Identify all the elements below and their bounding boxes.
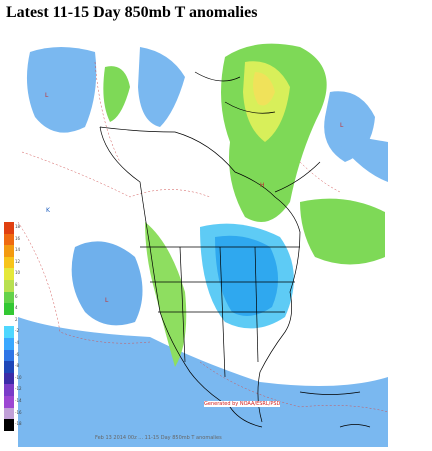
legend-swatch [4,419,14,431]
legend-label: -14 [15,398,22,403]
legend-swatch [4,222,14,234]
credit-label: Generated by NOAA/ESRL/PSD [204,401,281,407]
legend-label: 8 [15,282,18,287]
map-caption: Feb 13 2014 00z ... 11-15 Day 850mb T an… [95,435,222,441]
svg-text:L: L [105,297,109,304]
legend-swatch [4,245,14,257]
legend-label: -18 [15,421,22,427]
svg-text:H: H [260,182,265,189]
legend-label: 14 [15,247,21,253]
legend-swatch [4,268,14,280]
legend-swatch [4,372,14,385]
legend-label: -10 [15,374,22,380]
legend-label: 10 [15,270,21,276]
legend-swatch [4,349,14,362]
svg-text:L: L [45,92,49,99]
svg-text:K: K [46,207,51,214]
color-legend: 18 16 14 12 10 8 6 4 2 -2 -4 -6 -8 -10 -12 -14 -16 -18 [4,222,22,431]
legend-label: -8 [15,363,19,369]
legend-swatch [4,303,14,315]
legend-swatch [4,233,14,246]
legend-label: 4 [15,305,18,311]
svg-text:L: L [340,122,344,129]
legend-swatch [4,256,14,269]
legend-label: -4 [15,340,19,345]
legend-swatch [4,407,14,420]
legend-label: -6 [15,351,19,357]
legend-label: -16 [15,409,22,415]
legend-swatch [4,384,14,396]
anomaly-map: L L L H K [0,32,432,451]
legend-swatch [4,361,14,373]
legend-label: -12 [15,386,22,392]
page-title: Latest 11-15 Day 850mb T anomalies [6,4,258,21]
legend-label: -2 [15,328,19,334]
legend-label: 6 [15,293,18,299]
legend-label: 16 [15,235,21,241]
legend-swatch [4,326,14,338]
legend-label: 2 [15,316,18,322]
legend-swatch [4,291,14,304]
legend-swatch [4,337,14,350]
legend-label: 12 [15,258,21,264]
legend-swatch [4,395,14,408]
legend-label: 18 [15,224,21,229]
legend-swatch [4,314,14,327]
legend-swatch [4,279,14,292]
